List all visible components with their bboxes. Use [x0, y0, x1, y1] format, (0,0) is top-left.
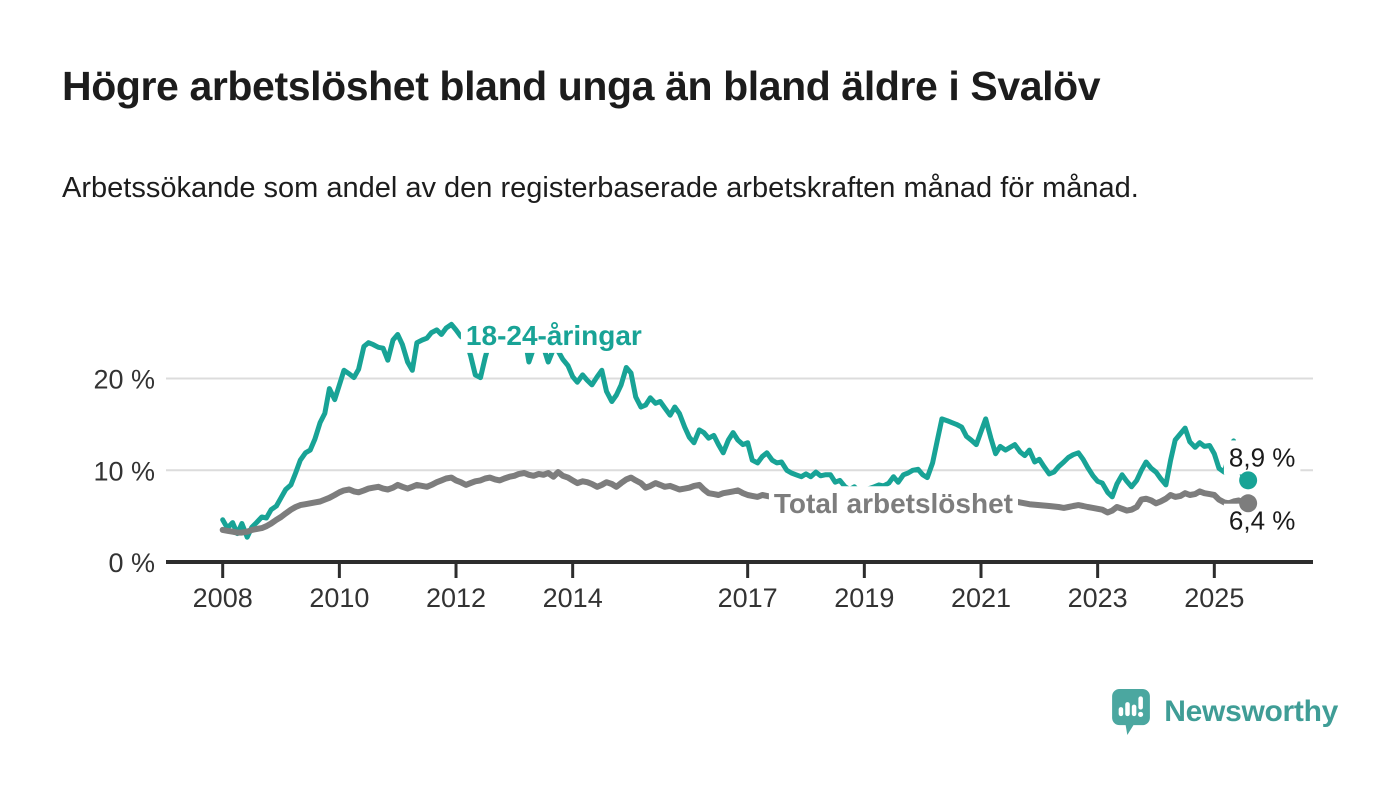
x-tick-label: 2023	[1068, 583, 1128, 613]
series-label-youth-backing	[460, 317, 647, 353]
end-value-label-total-backing	[1223, 503, 1301, 538]
end-value-label-total: 6,4 %	[1229, 506, 1296, 536]
end-value-label-youth: 8,9 %	[1229, 442, 1296, 472]
logo-bar-3	[1132, 704, 1137, 717]
logo-exclamation-dot	[1138, 711, 1144, 718]
x-tick-label: 2021	[951, 583, 1011, 613]
x-tick-label: 2019	[834, 583, 894, 613]
series-line-total	[219, 469, 1252, 536]
logo-exclamation-bar	[1138, 696, 1144, 710]
newsworthy-logo-text: Newsworthy	[1164, 695, 1338, 728]
series-end-dot-youth	[1239, 471, 1258, 490]
x-tick-label: 2025	[1184, 583, 1244, 613]
page-subtitle: Arbetssökande som andel av den registerb…	[62, 172, 1139, 204]
logo-bar-1	[1118, 707, 1124, 717]
y-tick-label: 20 %	[93, 365, 155, 395]
series-label-total-backing	[768, 486, 1019, 522]
x-tick-label: 2010	[309, 583, 369, 613]
x-tick-label: 2008	[193, 583, 253, 613]
series-label-total: Total arbetslöshet	[774, 488, 1013, 519]
newsworthy-logo: Newsworthy	[1112, 686, 1338, 738]
x-tick-label: 2014	[543, 583, 603, 613]
newsworthy-logo-icon	[1112, 689, 1151, 735]
x-tick-label: 2012	[426, 583, 486, 613]
end-value-label-youth-backing	[1223, 440, 1301, 475]
series-label-youth: 18-24-åringar	[466, 320, 642, 351]
y-tick-label: 10 %	[93, 456, 155, 486]
logo-speech-bubble	[1112, 689, 1151, 735]
series-line-youth	[220, 321, 1251, 540]
x-tick-label: 2017	[718, 583, 778, 613]
series-end-dot-total	[1239, 494, 1258, 513]
page-title: Högre arbetslöshet bland unga än bland ä…	[62, 63, 1101, 109]
logo-bar-2	[1125, 702, 1131, 717]
y-tick-label: 0 %	[108, 548, 155, 578]
